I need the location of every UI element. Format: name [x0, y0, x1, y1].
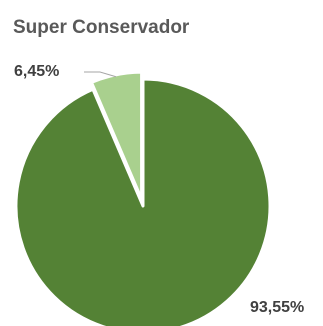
data-label-0: 93,55%: [250, 299, 304, 316]
data-labels: 93,55% 6,45%: [14, 63, 304, 316]
pie-slices: [14, 70, 272, 326]
pie-slice-1: [90, 70, 144, 201]
leader-line-1: [84, 71, 117, 78]
leader-lines: [84, 71, 117, 78]
data-label-1: 6,45%: [14, 63, 59, 80]
chart-title: Super Conservador: [13, 17, 190, 38]
pie-slice-0: [14, 77, 272, 326]
